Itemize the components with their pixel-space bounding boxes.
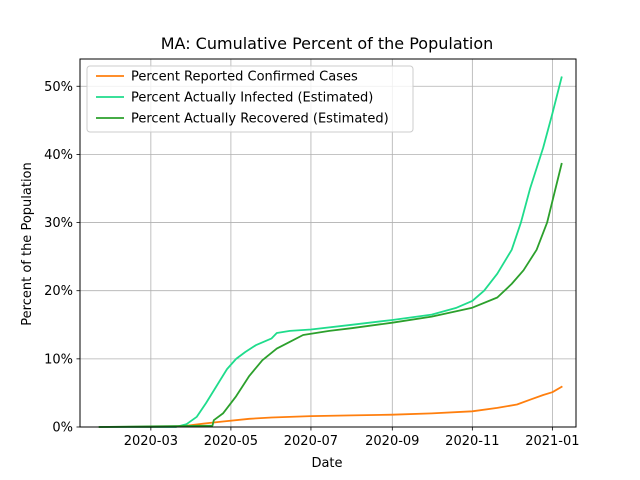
plot-frame bbox=[79, 58, 577, 428]
x-tick-label: 2020-05 bbox=[204, 434, 258, 449]
legend-box bbox=[86, 65, 414, 133]
x-tick-label: 2020-07 bbox=[284, 434, 338, 449]
x-tick-label: 2020-03 bbox=[124, 434, 178, 449]
y-tick-label: 20% bbox=[44, 284, 73, 299]
x-tick-label: 2020-09 bbox=[365, 434, 419, 449]
y-tick-label: 10% bbox=[44, 352, 73, 367]
chart-title: MA: Cumulative Percent of the Population bbox=[161, 34, 494, 53]
legend-label: Percent Actually Infected (Estimated) bbox=[131, 91, 373, 106]
series-line-3 bbox=[98, 162, 563, 428]
series-lines bbox=[98, 76, 563, 428]
x-tick-label: 2021-01 bbox=[525, 434, 579, 449]
series-line-2 bbox=[98, 76, 563, 428]
legend-label: Percent Actually Recovered (Estimated) bbox=[131, 112, 389, 127]
legend: Percent Reported Confirmed Cases Percent … bbox=[86, 65, 414, 133]
x-axis-label: Date bbox=[311, 456, 342, 471]
y-tick-label: 30% bbox=[44, 216, 73, 231]
y-tick-label: 0% bbox=[52, 421, 73, 436]
series-line-1 bbox=[98, 385, 563, 428]
x-tick-label: 2020-11 bbox=[445, 434, 499, 449]
y-axis-label: Percent of the Population bbox=[20, 162, 35, 325]
axis-ticks: 2020-03 2020-05 2020-07 2020-09 2020-11 2021-… bbox=[44, 80, 579, 449]
y-tick-label: 40% bbox=[44, 148, 73, 163]
y-tick-label: 50% bbox=[44, 80, 73, 95]
legend-label: Percent Reported Confirmed Cases bbox=[131, 70, 358, 85]
